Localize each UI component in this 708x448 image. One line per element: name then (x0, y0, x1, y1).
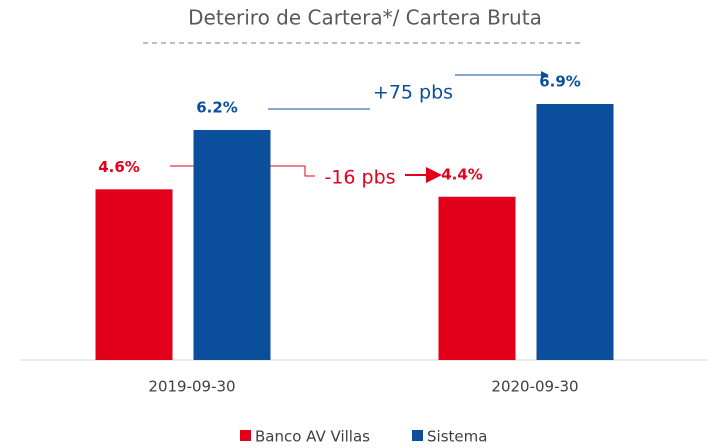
data-label: 6.2% (196, 98, 238, 116)
legend-label: Sistema (427, 428, 487, 446)
chart-title: Deteriro de Cartera*/ Cartera Bruta (188, 6, 542, 30)
bar (95, 189, 173, 360)
x-tick-label: 2019-09-30 (148, 378, 235, 396)
annotation: -16 pbs (324, 167, 395, 189)
x-tick-label: 2020-09-30 (491, 378, 578, 396)
annotation: +75 pbs (373, 82, 453, 104)
legend-swatch (412, 430, 423, 441)
bar (193, 129, 271, 360)
legend-label: Banco AV Villas (255, 428, 370, 446)
data-label: 4.6% (98, 158, 140, 176)
data-label: 6.9% (539, 73, 581, 91)
legend-swatch (240, 430, 251, 441)
bar (438, 196, 516, 360)
bar (536, 104, 614, 360)
data-label: 4.4% (441, 165, 483, 183)
